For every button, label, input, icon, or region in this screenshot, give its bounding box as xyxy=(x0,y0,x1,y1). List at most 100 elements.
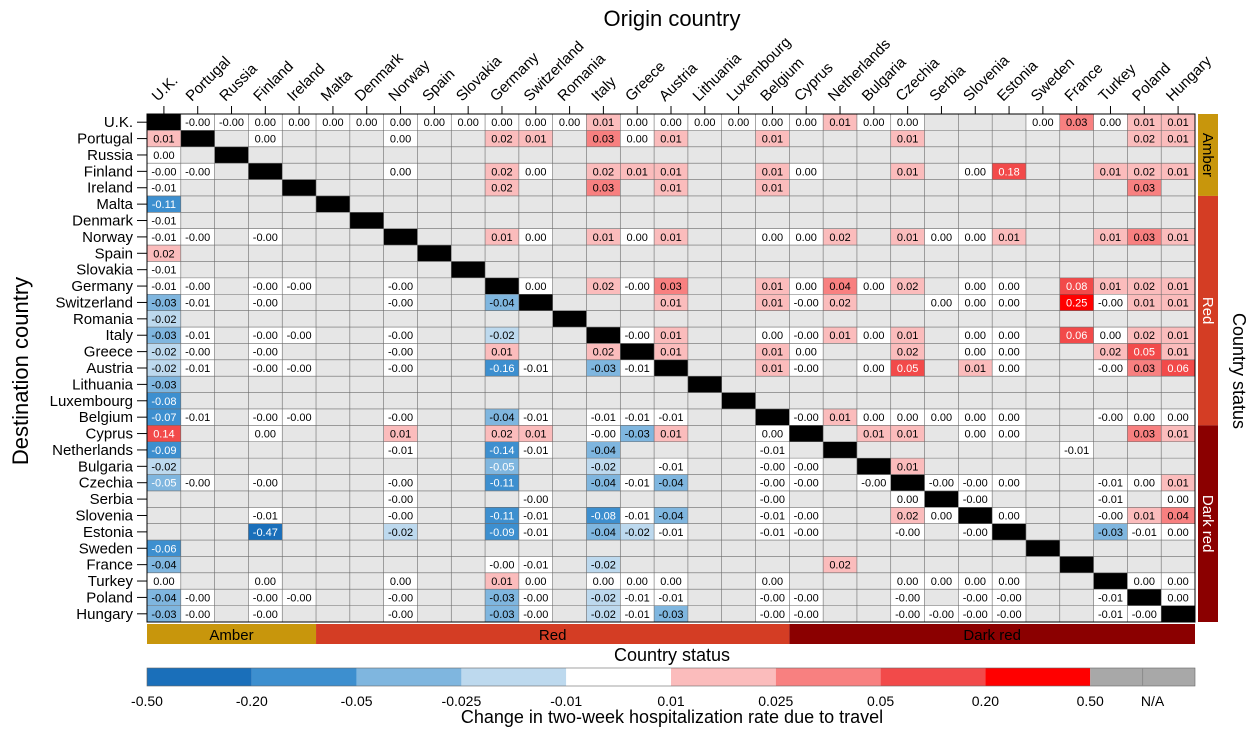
cell-value-label: -0.01 xyxy=(1098,609,1123,621)
heatmap-cell xyxy=(856,507,891,524)
heatmap-cell xyxy=(147,408,181,426)
heatmap-cell xyxy=(214,163,249,180)
cell-value-label: 0.01 xyxy=(829,330,850,342)
heatmap-cell xyxy=(552,507,587,524)
heatmap-cell xyxy=(485,327,519,344)
heatmap-cell xyxy=(552,245,587,262)
colorbar-tick-label: -0.50 xyxy=(131,693,163,709)
heatmap-cell xyxy=(180,540,215,557)
heatmap-cell xyxy=(890,163,925,180)
heatmap-cell xyxy=(1127,195,1162,213)
heatmap-cell xyxy=(147,441,181,459)
heatmap-cell xyxy=(214,523,249,541)
heatmap-cell xyxy=(485,212,519,229)
heatmap-cell xyxy=(383,294,418,311)
heatmap-cell xyxy=(1161,572,1195,590)
cell-value-label: -0.00 xyxy=(963,494,988,506)
cell-value-label: 0.01 xyxy=(1167,330,1188,342)
heatmap-cell xyxy=(180,212,215,229)
status-bar-label: Red xyxy=(539,627,567,644)
heatmap-cell xyxy=(485,277,519,295)
heatmap-cell xyxy=(316,261,350,278)
cell-value-label: 0.00 xyxy=(525,576,546,588)
heatmap-cell xyxy=(383,261,418,278)
cell-value-label: 0.00 xyxy=(897,576,918,588)
heatmap-cell xyxy=(282,146,317,164)
heatmap-cell xyxy=(1059,146,1094,164)
row-label: Poland xyxy=(86,589,133,606)
heatmap-cell xyxy=(823,163,857,180)
heatmap-cell xyxy=(1025,163,1060,180)
cell-value-label: 0.02 xyxy=(1134,166,1155,178)
cell-value-label: 0.01 xyxy=(626,166,647,178)
heatmap-cell xyxy=(620,540,655,557)
heatmap-cell xyxy=(823,458,857,475)
cell-value-label: 0.00 xyxy=(1134,478,1155,490)
heatmap-cell xyxy=(282,605,317,622)
heatmap-cell xyxy=(721,490,756,508)
heatmap-cell xyxy=(823,195,857,213)
heatmap-cell xyxy=(755,195,790,213)
heatmap-cell xyxy=(147,310,181,328)
heatmap-cell xyxy=(1059,359,1094,377)
heatmap-cell xyxy=(349,179,384,196)
heatmap-cell xyxy=(890,179,925,196)
heatmap-cell xyxy=(687,294,722,311)
cell-value-label: 0.01 xyxy=(1167,232,1188,244)
heatmap-cell xyxy=(924,392,959,409)
heatmap-cell xyxy=(180,261,215,278)
heatmap-cell xyxy=(586,277,621,295)
heatmap-cell xyxy=(417,605,452,622)
heatmap-cell xyxy=(180,441,215,459)
heatmap-cell xyxy=(518,310,553,328)
cell-value-label: -0.02 xyxy=(591,560,616,572)
heatmap-cell xyxy=(417,572,452,590)
heatmap-cell xyxy=(620,228,655,246)
heatmap-cell xyxy=(248,540,283,557)
heatmap-cell xyxy=(1059,425,1094,442)
heatmap-cell xyxy=(552,261,587,278)
cell-value-label: -0.00 xyxy=(895,592,920,604)
cell-value-label: 0.01 xyxy=(1167,281,1188,293)
cell-value-label: -0.00 xyxy=(963,527,988,539)
heatmap-cell xyxy=(147,556,181,573)
heatmap-cell xyxy=(1059,458,1094,475)
heatmap-cell xyxy=(789,195,824,213)
heatmap-cell xyxy=(383,343,418,360)
heatmap-cell xyxy=(924,572,959,590)
heatmap-cell xyxy=(789,359,824,377)
heatmap-cell xyxy=(147,245,181,262)
heatmap-cell xyxy=(992,343,1026,360)
cell-value-label: -0.02 xyxy=(388,527,413,539)
row-label: France xyxy=(86,557,133,574)
cell-value-label: -0.00 xyxy=(185,592,210,604)
heatmap-cell xyxy=(282,359,317,377)
heatmap-cell xyxy=(248,130,283,147)
heatmap-cell xyxy=(282,490,317,508)
heatmap-cell xyxy=(1161,212,1195,229)
cell-value-label: 0.04 xyxy=(1167,510,1188,522)
cell-value-label: 0.18 xyxy=(998,166,1019,178)
heatmap-cell xyxy=(1127,408,1162,426)
heatmap-cell xyxy=(147,425,181,442)
heatmap-cell xyxy=(1025,130,1060,147)
cell-value-label: 0.00 xyxy=(863,117,884,129)
heatmap-cell xyxy=(755,212,790,229)
heatmap-cell xyxy=(1161,441,1195,459)
heatmap-cell xyxy=(856,572,891,590)
cell-value-label: 0.02 xyxy=(593,281,614,293)
heatmap-cell xyxy=(518,179,553,196)
heatmap-cell xyxy=(755,605,790,622)
heatmap-cell xyxy=(924,130,959,147)
cell-value-label: 0.01 xyxy=(1134,510,1155,522)
heatmap-cell xyxy=(1127,458,1162,475)
heatmap-cell xyxy=(654,195,688,213)
heatmap-cell xyxy=(755,490,790,508)
heatmap-cell xyxy=(1093,605,1128,622)
heatmap-cell xyxy=(282,441,317,459)
cell-value-label: 0.01 xyxy=(660,347,681,359)
heatmap-cell xyxy=(214,294,249,311)
heatmap-cell xyxy=(417,474,452,491)
cell-value-label: -0.06 xyxy=(151,543,176,555)
heatmap-cell xyxy=(518,146,553,164)
